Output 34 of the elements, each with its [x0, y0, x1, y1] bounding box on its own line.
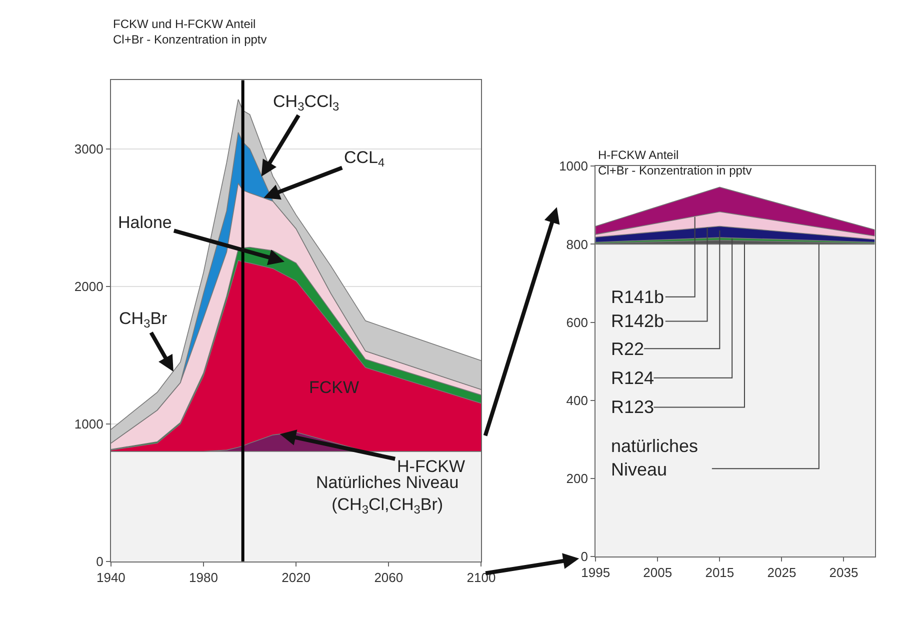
y-tick-label: 1000 — [74, 416, 104, 432]
y-tick-label: 400 — [566, 392, 588, 408]
annotation: CCL$_{4}$ — [344, 148, 386, 170]
annotation: R141b — [611, 287, 664, 307]
x-tick-label: 1940 — [96, 570, 126, 586]
y-tick-label: 200 — [566, 470, 588, 486]
y-tick-label: 1000 — [559, 158, 588, 174]
y-tick-label: 0 — [96, 554, 104, 569]
x-tick-label: 2020 — [282, 570, 311, 586]
y-tick-label: 600 — [566, 314, 588, 330]
annotation: Natürliches Niveau (CH$_{3}$Cl,CH$_{3}$Br) — [316, 473, 459, 517]
x-tick-label: 2035 — [829, 565, 858, 580]
x-tick-label: 2015 — [705, 565, 734, 580]
annotation: R123 — [611, 397, 654, 417]
annotation: R142b — [611, 311, 664, 331]
annotation: CH$_{3}$Br — [119, 309, 168, 331]
annotation: natürliches Niveau — [611, 436, 698, 480]
x-tick-label: 2060 — [374, 570, 404, 586]
x-tick-label: 1995 — [581, 565, 610, 580]
annotation: R22 — [611, 339, 644, 359]
x-tick-label: 2005 — [643, 565, 672, 580]
chart-title: FCKW und H-FCKW Anteil Cl+Br - Konzentration in pptv — [113, 17, 267, 47]
annotation: Halone — [118, 213, 172, 232]
annotation: CH$_{3}$CCl$_{3}$ — [273, 92, 340, 114]
annotation: H-FCKW — [397, 457, 465, 476]
y-tick-label: 0 — [580, 549, 588, 564]
y-tick-label: 3000 — [74, 141, 104, 156]
y-tick-label: 800 — [566, 236, 588, 252]
annotation: FCKW — [309, 378, 360, 397]
x-tick-label: 2025 — [767, 565, 796, 580]
annotation: R124 — [611, 368, 654, 388]
y-tick-label: 2000 — [74, 278, 104, 294]
chart-title: H-FCKW Anteil Cl+Br - Konzentration in pptv — [598, 148, 752, 178]
x-tick-label: 1980 — [189, 570, 218, 586]
